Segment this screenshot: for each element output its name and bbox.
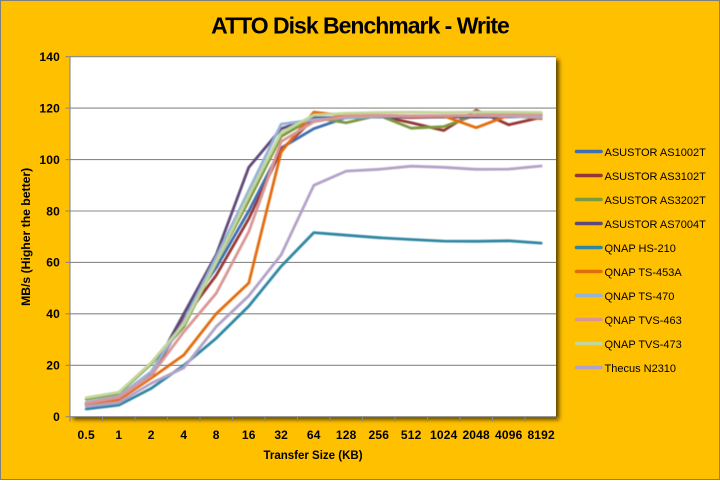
svg-text:4: 4 <box>180 428 187 442</box>
svg-text:2: 2 <box>148 428 155 442</box>
svg-text:20: 20 <box>46 359 60 373</box>
svg-text:120: 120 <box>39 101 60 115</box>
svg-text:16: 16 <box>242 428 256 442</box>
svg-text:MB/s (Higher the better): MB/s (Higher the better) <box>19 168 33 306</box>
svg-text:ASUSTOR AS3102T: ASUSTOR AS3102T <box>605 171 707 183</box>
svg-text:QNAP TS-470: QNAP TS-470 <box>605 291 675 303</box>
svg-text:ASUSTOR AS7004T: ASUSTOR AS7004T <box>605 219 707 231</box>
svg-text:8192: 8192 <box>527 428 555 442</box>
svg-text:QNAP TS-453A: QNAP TS-453A <box>605 267 683 279</box>
svg-text:1: 1 <box>115 428 122 442</box>
svg-text:512: 512 <box>401 428 422 442</box>
svg-text:ASUSTOR AS1002T: ASUSTOR AS1002T <box>605 147 707 159</box>
svg-text:60: 60 <box>46 256 60 270</box>
svg-text:2048: 2048 <box>462 428 490 442</box>
svg-text:Thecus N2310: Thecus N2310 <box>605 363 677 375</box>
svg-text:4096: 4096 <box>495 428 523 442</box>
svg-text:QNAP TVS-463: QNAP TVS-463 <box>605 315 682 327</box>
svg-text:0: 0 <box>53 410 60 424</box>
svg-text:0.5: 0.5 <box>78 428 95 442</box>
svg-text:32: 32 <box>274 428 288 442</box>
svg-text:64: 64 <box>307 428 321 442</box>
svg-text:Transfer Size (KB): Transfer Size (KB) <box>263 450 362 462</box>
svg-text:80: 80 <box>46 204 60 218</box>
svg-text:QNAP TVS-473: QNAP TVS-473 <box>605 339 682 351</box>
svg-text:40: 40 <box>46 307 60 321</box>
svg-text:ATTO Disk Benchmark - Write: ATTO Disk Benchmark - Write <box>211 13 509 39</box>
svg-text:100: 100 <box>39 153 60 167</box>
svg-text:128: 128 <box>336 428 357 442</box>
svg-text:8: 8 <box>213 428 220 442</box>
svg-text:QNAP HS-210: QNAP HS-210 <box>605 243 676 255</box>
svg-text:ASUSTOR AS3202T: ASUSTOR AS3202T <box>605 195 707 207</box>
svg-text:256: 256 <box>368 428 389 442</box>
svg-text:1024: 1024 <box>430 428 458 442</box>
svg-text:140: 140 <box>39 50 60 64</box>
